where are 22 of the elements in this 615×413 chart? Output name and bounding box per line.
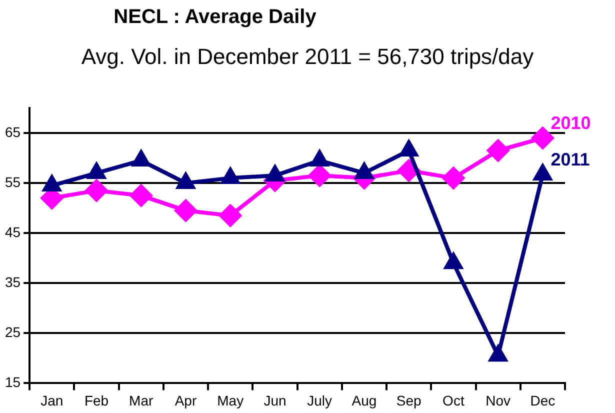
x-tick-label: Feb bbox=[84, 392, 109, 408]
x-tick-label: Apr bbox=[174, 392, 197, 408]
series-label: 2011 bbox=[550, 150, 590, 170]
x-tick-label: Mar bbox=[129, 392, 154, 408]
x-tick-label: Dec bbox=[530, 392, 556, 408]
y-tick-label: 35 bbox=[4, 274, 21, 290]
x-tick-label: Nov bbox=[486, 392, 511, 408]
x-tick-label: July bbox=[307, 392, 332, 408]
y-tick-label: 25 bbox=[4, 324, 21, 340]
x-tick-label: May bbox=[217, 392, 244, 408]
chart-title: NECL : Average Daily bbox=[112, 6, 318, 29]
y-tick-label: 65 bbox=[4, 124, 21, 140]
x-tick-label: Jun bbox=[264, 392, 286, 408]
y-tick-label: 45 bbox=[4, 224, 21, 240]
x-tick-label: Sep bbox=[396, 392, 422, 408]
y-tick-label: 15 bbox=[4, 374, 21, 390]
x-tick-label: Aug bbox=[352, 392, 377, 408]
x-tick-label: Jan bbox=[40, 392, 64, 408]
x-tick-label: Oct bbox=[442, 392, 464, 408]
y-tick-label: 55 bbox=[4, 174, 21, 190]
series-label: 2010 bbox=[550, 112, 591, 133]
chart-subtitle: Avg. Vol. in December 2011 = 56,730 trips/day bbox=[80, 44, 535, 70]
